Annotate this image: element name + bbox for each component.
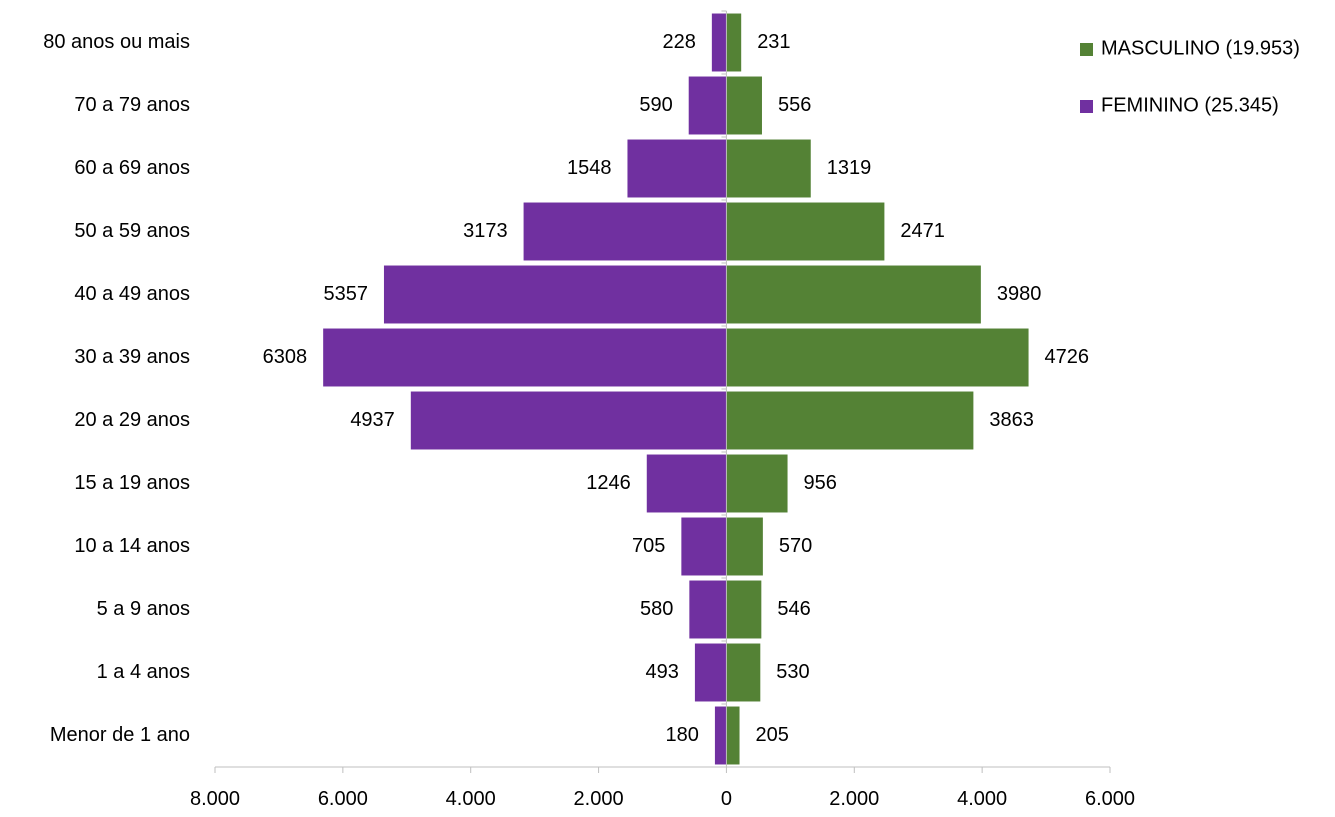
- female-value-label: 1548: [567, 157, 612, 179]
- male-value-label: 3980: [997, 283, 1042, 305]
- female-bar: [711, 13, 727, 72]
- female-value-label: 493: [646, 661, 679, 683]
- x-tick-label: 6.000: [1085, 788, 1135, 810]
- female-bar: [694, 643, 727, 702]
- category-label: 20 a 29 anos: [74, 409, 190, 431]
- category-labels: 80 anos ou mais 70 a 79 anos 60 a 69 anos 5…: [43, 31, 190, 746]
- category-label: 5 a 9 anos: [97, 598, 190, 620]
- female-value-label: 4937: [350, 409, 395, 431]
- male-value-label: 546: [777, 598, 810, 620]
- male-bar: [726, 643, 761, 702]
- male-value-label: 205: [756, 724, 789, 746]
- category-label: 80 anos ou mais: [43, 31, 190, 53]
- bars-layer: [323, 13, 1029, 765]
- category-label: 70 a 79 anos: [74, 94, 190, 116]
- legend-label: MASCULINO (19.953): [1101, 37, 1300, 59]
- category-label: 10 a 14 anos: [74, 535, 190, 557]
- female-bar: [714, 706, 727, 765]
- male-bar: [726, 202, 885, 261]
- x-axis: 8.000 6.000 4.000 2.000 0 2.000 4.000 6.000: [190, 766, 1135, 810]
- legend-swatch: [1080, 100, 1093, 113]
- male-bar: [726, 454, 788, 513]
- legend-swatch: [1080, 43, 1093, 56]
- male-bar: [726, 139, 811, 198]
- female-value-label: 228: [662, 31, 695, 53]
- male-value-label: 4726: [1045, 346, 1090, 368]
- x-tick-label: 4.000: [446, 788, 496, 810]
- male-bar: [726, 76, 762, 135]
- legend-label: FEMININO (25.345): [1101, 94, 1279, 116]
- x-tick-label: 4.000: [957, 788, 1007, 810]
- female-bar: [410, 391, 727, 450]
- female-value-label: 5357: [323, 283, 368, 305]
- female-value-label: 590: [639, 94, 672, 116]
- female-bar: [523, 202, 727, 261]
- male-value-label: 556: [778, 94, 811, 116]
- female-value-label: 3173: [463, 220, 508, 242]
- female-value-label: 1246: [586, 472, 631, 494]
- x-tick-label: 0: [721, 788, 732, 810]
- male-value-label: 570: [779, 535, 812, 557]
- female-value-label: 580: [640, 598, 673, 620]
- male-value-label: 2471: [900, 220, 945, 242]
- category-label: 30 a 39 anos: [74, 346, 190, 368]
- male-value-label: 956: [804, 472, 837, 494]
- category-label: 60 a 69 anos: [74, 157, 190, 179]
- female-bar: [688, 76, 727, 135]
- female-bar: [646, 454, 727, 513]
- male-value-label: 1319: [827, 157, 872, 179]
- female-bar: [383, 265, 727, 324]
- female-value-label: 705: [632, 535, 665, 557]
- category-label: 1 a 4 anos: [97, 661, 190, 683]
- male-bar: [726, 517, 763, 576]
- male-bar: [726, 13, 742, 72]
- male-value-label: 530: [776, 661, 809, 683]
- female-bar: [689, 580, 727, 639]
- female-value-label: 6308: [263, 346, 308, 368]
- category-label: Menor de 1 ano: [50, 724, 190, 746]
- male-bar: [726, 580, 762, 639]
- category-label: 50 a 59 anos: [74, 220, 190, 242]
- male-value-label: 3863: [989, 409, 1034, 431]
- female-bar: [627, 139, 727, 198]
- female-bar: [681, 517, 727, 576]
- x-tick-label: 8.000: [190, 788, 240, 810]
- x-tick-label: 2.000: [574, 788, 624, 810]
- male-bar: [726, 706, 740, 765]
- category-label: 40 a 49 anos: [74, 283, 190, 305]
- x-tick-label: 6.000: [318, 788, 368, 810]
- male-value-label: 231: [757, 31, 790, 53]
- value-labels: 228 231 590 556 1548 1319 3173 2471 5357 3980 6308…: [263, 31, 1089, 746]
- male-bar: [726, 328, 1029, 387]
- female-bar: [323, 328, 727, 387]
- male-bar: [726, 265, 981, 324]
- x-tick-label: 2.000: [829, 788, 879, 810]
- category-label: 15 a 19 anos: [74, 472, 190, 494]
- female-value-label: 180: [666, 724, 699, 746]
- legend: MASCULINO (19.953) FEMININO (25.345): [1080, 37, 1300, 116]
- male-bar: [726, 391, 974, 450]
